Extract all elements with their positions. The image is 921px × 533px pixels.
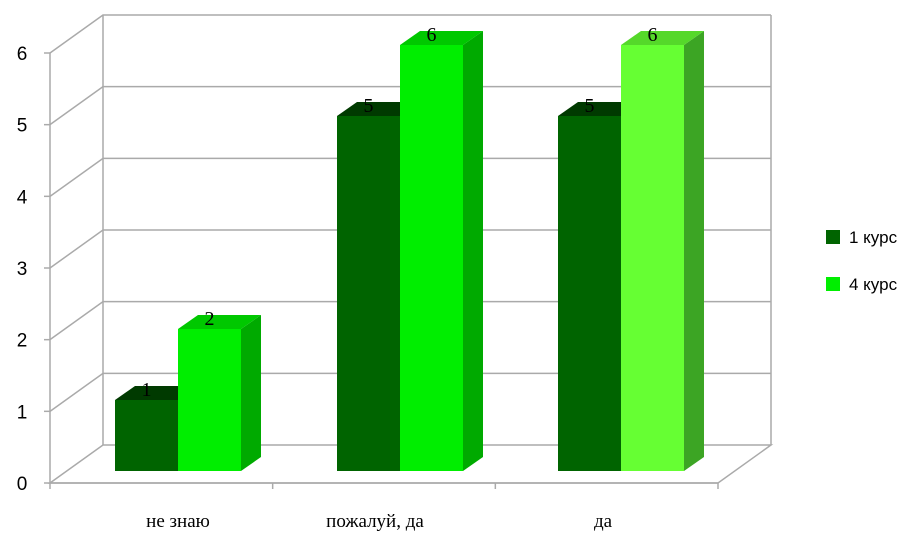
bar xyxy=(621,31,704,471)
x-category-label: не знаю xyxy=(146,511,210,532)
legend-item: 1 курс xyxy=(826,228,898,247)
gridline xyxy=(49,85,771,126)
bar-front xyxy=(400,45,463,471)
data-label: 2 xyxy=(205,308,215,330)
data-label: 6 xyxy=(427,24,437,46)
x-category-label: пожалуй, да xyxy=(326,511,424,532)
y-tick-labels: 0 1 2 3 4 5 6 xyxy=(17,44,28,495)
x-category-label: да xyxy=(594,511,613,532)
bar-side xyxy=(463,31,483,471)
bar-top xyxy=(115,386,198,400)
bar-front xyxy=(558,116,621,471)
bar-top xyxy=(337,102,420,116)
data-label: 6 xyxy=(648,24,658,46)
bar-front xyxy=(178,329,241,471)
legend-label: 4 курс xyxy=(849,275,898,294)
bar-front xyxy=(115,400,178,471)
y-tick-label: 4 xyxy=(17,187,28,208)
bar-top xyxy=(400,31,483,45)
gridline xyxy=(49,300,771,341)
y-tick-label: 3 xyxy=(17,259,28,280)
y-tick-label: 2 xyxy=(17,331,28,352)
gridline xyxy=(49,229,771,269)
gridlines xyxy=(49,14,771,412)
legend: 1 курс 4 курс xyxy=(826,228,898,294)
data-label: 1 xyxy=(142,379,152,401)
y-tick-label: 0 xyxy=(17,474,28,495)
data-label: 5 xyxy=(585,95,595,117)
legend-swatch xyxy=(826,277,840,291)
bar-side xyxy=(241,315,261,471)
data-label: 5 xyxy=(364,95,374,117)
bars xyxy=(115,31,704,471)
legend-swatch xyxy=(826,230,840,244)
y-tick-label: 5 xyxy=(17,116,28,137)
bar-front xyxy=(621,45,684,471)
bar xyxy=(400,31,483,471)
y-tick-label: 6 xyxy=(17,44,28,65)
bar-top xyxy=(621,31,704,45)
gridline xyxy=(49,372,771,412)
bar-top xyxy=(558,102,641,116)
bar-top xyxy=(178,315,261,329)
bar-front xyxy=(337,116,400,471)
bar-side xyxy=(684,31,704,471)
gridline xyxy=(49,14,771,54)
axes xyxy=(44,52,719,489)
legend-item: 4 курс xyxy=(826,275,898,294)
bar xyxy=(178,315,261,471)
legend-label: 1 курс xyxy=(849,228,898,247)
y-tick-label: 1 xyxy=(17,402,28,423)
data-labels: 1 2 5 6 5 6 xyxy=(142,24,658,401)
gridline xyxy=(49,157,771,197)
category-labels: не знаю пожалуй, да да xyxy=(146,511,612,532)
